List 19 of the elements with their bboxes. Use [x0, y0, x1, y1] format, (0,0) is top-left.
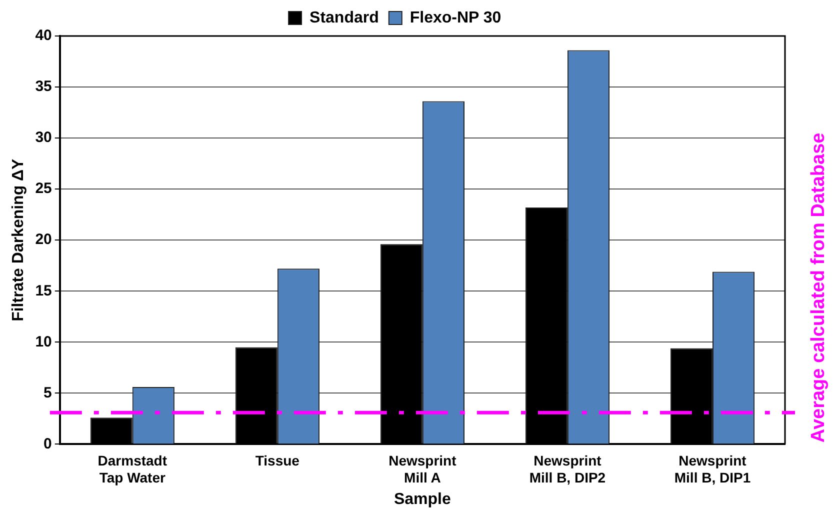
legend-label: Flexo-NP 30 [410, 9, 502, 26]
y-tick-label: 40 [35, 27, 52, 44]
x-axis-title: Sample [394, 490, 451, 508]
y-axis-title: Filtrate Darkening ΔY [10, 158, 28, 322]
x-tick-label: Newsprint Mill B, DIP2 [529, 452, 606, 486]
y-tick-label: 10 [35, 333, 52, 350]
y-tick-label: 35 [35, 78, 52, 96]
y-tick-label: 0 [44, 435, 52, 452]
x-tick-label: Darmstadt Tap Water [98, 452, 168, 486]
y-tick-label: 5 [44, 384, 52, 402]
x-tick-label: Newsprint Mill B, DIP1 [674, 452, 751, 486]
x-tick-label: Newsprint Mill A [388, 452, 457, 486]
x-tick-label: Tissue [255, 452, 300, 468]
y-tick-label: 30 [35, 129, 52, 146]
y-tick-label: 20 [35, 231, 52, 248]
legend-label: Standard [310, 9, 379, 26]
y-tick-label: 15 [35, 282, 52, 300]
ref-line-label: Average calculated from Database [808, 132, 830, 443]
y-tick-label: 25 [35, 180, 52, 198]
